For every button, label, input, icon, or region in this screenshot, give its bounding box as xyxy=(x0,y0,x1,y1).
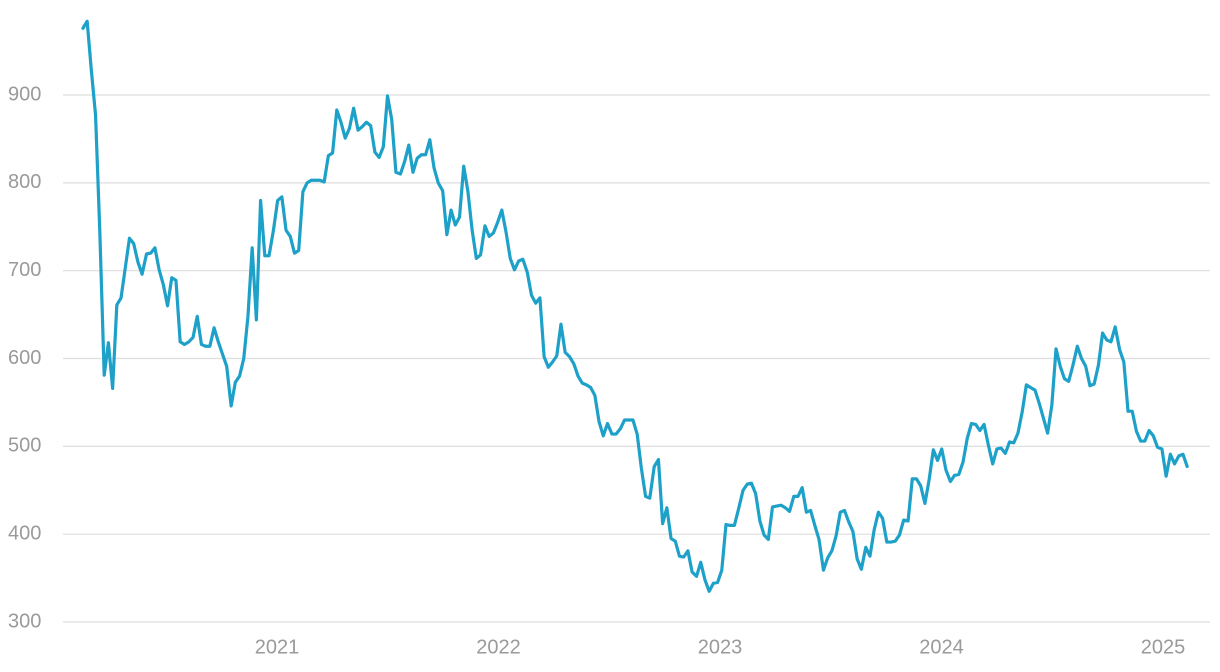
y-tick-label: 800 xyxy=(8,171,41,193)
y-tick-label: 900 xyxy=(8,83,41,105)
y-tick-label: 500 xyxy=(8,435,41,457)
x-tick-label: 2025 xyxy=(1141,636,1186,658)
x-tick-label: 2021 xyxy=(255,636,300,658)
y-tick-label: 300 xyxy=(8,610,41,632)
data-line xyxy=(81,19,1189,593)
x-tick-label: 2023 xyxy=(698,636,743,658)
y-tick-label: 600 xyxy=(8,347,41,369)
y-tick-label: 400 xyxy=(8,522,41,544)
x-tick-label: 2022 xyxy=(476,636,521,658)
x-tick-label: 2024 xyxy=(919,636,964,658)
y-tick-label: 700 xyxy=(8,259,41,281)
